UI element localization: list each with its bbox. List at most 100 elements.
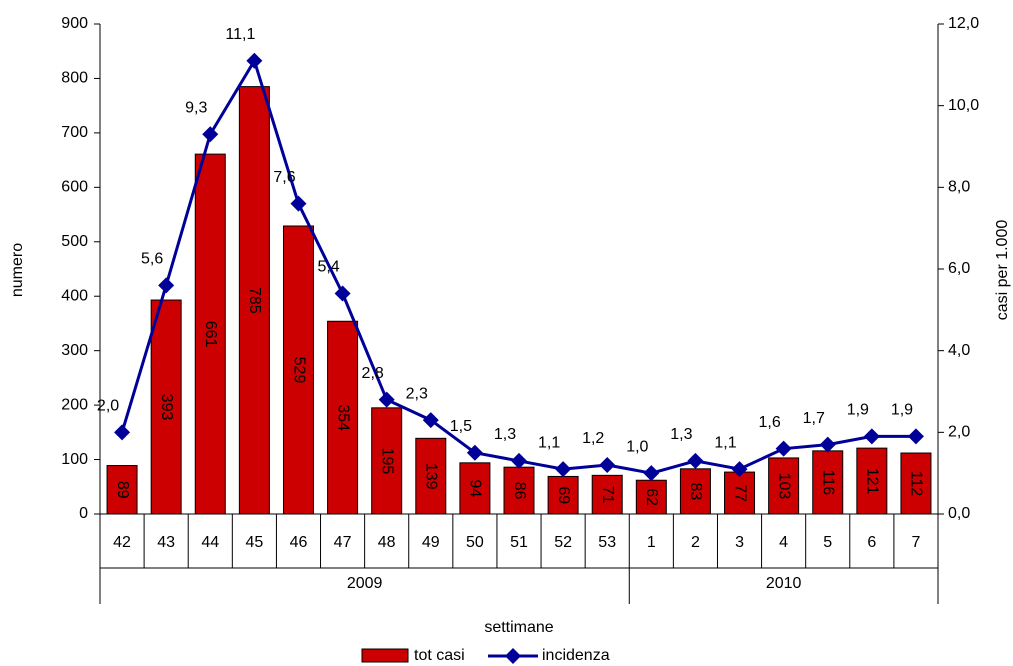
y2-tick-label: 2,0 bbox=[948, 424, 970, 441]
bar bbox=[547, 475, 579, 515]
bar bbox=[812, 450, 844, 515]
bar bbox=[679, 468, 711, 515]
line-value-label: 1,5 bbox=[450, 418, 472, 435]
line-value-label: 5,4 bbox=[317, 259, 339, 276]
bar bbox=[768, 457, 800, 515]
x-tick-label: 4 bbox=[779, 534, 788, 551]
line-marker bbox=[202, 126, 219, 143]
x-tick-label: 3 bbox=[735, 534, 744, 551]
x-tick-label: 5 bbox=[823, 534, 832, 551]
bar bbox=[635, 479, 667, 515]
x-tick-label: 53 bbox=[598, 534, 616, 551]
bar bbox=[503, 466, 535, 515]
bar bbox=[415, 437, 447, 515]
line-marker bbox=[334, 285, 351, 302]
bar-value-label: 661 bbox=[202, 321, 219, 348]
line-marker bbox=[599, 457, 616, 473]
line-value-label: 2,3 bbox=[406, 385, 428, 402]
y2-tick-label: 8,0 bbox=[948, 179, 970, 196]
x-tick-label: 2 bbox=[691, 534, 700, 551]
bar bbox=[371, 407, 403, 515]
x-tick-label: 48 bbox=[378, 534, 396, 551]
bar-value-label: 77 bbox=[731, 484, 748, 502]
line-value-label: 1,6 bbox=[759, 414, 781, 431]
line-value-label: 2,8 bbox=[362, 365, 384, 382]
y2-tick-label: 0,0 bbox=[948, 505, 970, 522]
line-marker bbox=[422, 412, 439, 429]
bar-value-label: 89 bbox=[114, 481, 131, 499]
bar bbox=[327, 320, 359, 515]
bar bbox=[282, 225, 314, 515]
line-marker bbox=[511, 452, 527, 469]
x-tick-label: 7 bbox=[911, 534, 920, 551]
line-marker bbox=[378, 391, 395, 408]
line-value-label: 7,6 bbox=[273, 169, 295, 186]
bar-value-label: 112 bbox=[908, 471, 925, 497]
line-value-label: 1,1 bbox=[538, 434, 560, 451]
legend-label: tot casi bbox=[414, 647, 465, 664]
x-axis-title: settimane bbox=[484, 619, 553, 636]
line-marker bbox=[731, 461, 748, 478]
line-value-label: 5,6 bbox=[141, 251, 163, 268]
line-value-label: 2,0 bbox=[97, 398, 119, 415]
group-label: 2009 bbox=[347, 575, 383, 592]
bar-value-label: 195 bbox=[378, 448, 395, 475]
bar-value-label: 103 bbox=[775, 473, 792, 500]
bar bbox=[238, 86, 270, 515]
bar-value-label: 529 bbox=[290, 357, 307, 384]
y-tick-label: 200 bbox=[61, 396, 88, 413]
legend-marker bbox=[505, 648, 521, 664]
y-tick-label: 700 bbox=[61, 124, 88, 141]
line-marker bbox=[290, 195, 307, 212]
bar-value-label: 62 bbox=[643, 488, 660, 506]
x-tick-label: 47 bbox=[334, 534, 352, 551]
y-tick-label: 100 bbox=[61, 451, 88, 468]
bar bbox=[856, 447, 888, 515]
bar-value-label: 121 bbox=[864, 468, 881, 495]
bar-value-label: 71 bbox=[599, 486, 616, 504]
y-tick-label: 600 bbox=[61, 179, 88, 196]
x-tick-label: 42 bbox=[113, 534, 131, 551]
line-marker bbox=[466, 444, 483, 461]
x-tick-label: 6 bbox=[867, 534, 876, 551]
bar-value-label: 393 bbox=[158, 394, 175, 421]
y-tick-label: 800 bbox=[61, 70, 88, 87]
y-axis-title: numero bbox=[9, 243, 26, 297]
line-value-label: 1,3 bbox=[670, 426, 692, 443]
y2-tick-label: 6,0 bbox=[948, 260, 970, 277]
bar-value-label: 69 bbox=[555, 486, 572, 504]
x-tick-label: 45 bbox=[245, 534, 263, 551]
x-tick-label: 46 bbox=[290, 534, 308, 551]
line-value-label: 1,0 bbox=[626, 438, 648, 455]
x-tick-label: 51 bbox=[510, 534, 528, 551]
y2-tick-label: 4,0 bbox=[948, 342, 970, 359]
x-tick-label: 44 bbox=[201, 534, 219, 551]
line-marker bbox=[555, 461, 572, 478]
x-tick-label: 50 bbox=[466, 534, 484, 551]
y2-axis-title: casi per 1.000 bbox=[994, 220, 1011, 321]
line-value-label: 1,3 bbox=[494, 426, 516, 443]
line-value-label: 1,7 bbox=[803, 410, 825, 427]
bar bbox=[150, 299, 182, 515]
bar-value-label: 83 bbox=[687, 483, 704, 501]
line-value-label: 1,1 bbox=[714, 434, 736, 451]
bar bbox=[900, 452, 932, 515]
line-marker bbox=[775, 440, 792, 457]
y-tick-label: 500 bbox=[61, 233, 88, 250]
bar-value-label: 116 bbox=[820, 470, 837, 496]
group-label: 2010 bbox=[766, 575, 802, 592]
line-marker bbox=[246, 52, 263, 69]
bar-value-label: 86 bbox=[511, 482, 528, 500]
bar-value-label: 785 bbox=[246, 287, 263, 314]
line-value-label: 9,3 bbox=[185, 99, 207, 116]
legend-swatch bbox=[361, 648, 409, 663]
bar bbox=[106, 465, 138, 515]
line-marker bbox=[907, 428, 924, 445]
bar-value-label: 139 bbox=[423, 463, 440, 490]
bar bbox=[591, 474, 623, 515]
line-marker bbox=[158, 277, 175, 294]
line-value-label: 1,9 bbox=[891, 402, 913, 419]
line-marker bbox=[643, 465, 660, 482]
y2-tick-label: 10,0 bbox=[948, 97, 979, 114]
